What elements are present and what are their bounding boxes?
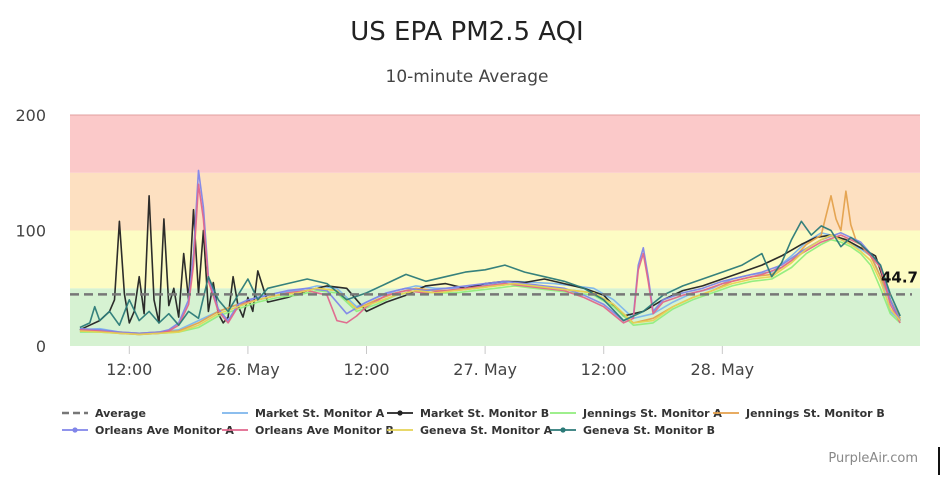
- y-tick-label: 100: [15, 222, 46, 241]
- legend[interactable]: Average Market St. Monitor A Market St. Mo…: [62, 407, 885, 437]
- series-lines: [79, 169, 901, 336]
- legend-label: Market St. Monitor B: [420, 407, 549, 420]
- chart-title: US EPA PM2.5 AQI: [350, 17, 583, 47]
- x-tick-label: 12:00: [106, 360, 152, 379]
- series-line-2: [79, 238, 901, 336]
- x-tick-label: 12:00: [343, 360, 389, 379]
- credits-link[interactable]: PurpleAir.com: [828, 451, 918, 466]
- legend-item[interactable]: Geneva St. Monitor A: [387, 424, 553, 437]
- legend-item[interactable]: Market St. Monitor A: [222, 407, 385, 420]
- y-tick-label: 0: [36, 337, 46, 356]
- legend-item[interactable]: Jennings St. Monitor B: [713, 407, 885, 420]
- legend-label: Geneva St. Monitor B: [583, 424, 715, 437]
- legend-marker: [560, 427, 566, 433]
- legend-item[interactable]: Average: [62, 407, 146, 420]
- x-axis: 12:00 26. May 12:00 27. May 12:00 28. May: [106, 346, 754, 379]
- legend-label: Geneva St. Monitor A: [420, 424, 553, 437]
- legend-label: Jennings St. Monitor A: [582, 407, 722, 420]
- legend-item[interactable]: Orleans Ave Monitor A: [62, 424, 234, 437]
- x-tick-label: 26. May: [216, 360, 280, 379]
- legend-marker: [72, 427, 78, 433]
- aqi-band-3: [70, 115, 920, 173]
- average-line: 44.7: [70, 268, 918, 296]
- legend-item[interactable]: Orleans Ave Monitor B: [222, 424, 394, 437]
- aqi-bands: [70, 114, 920, 346]
- average-value-label: 44.7: [881, 268, 918, 286]
- aqi-band-1: [70, 230, 920, 289]
- series-line-4: [79, 169, 901, 335]
- series-line-1: [79, 195, 901, 331]
- chart-subtitle: 10-minute Average: [386, 67, 549, 87]
- series-line-5: [79, 183, 901, 336]
- legend-item[interactable]: Jennings St. Monitor A: [550, 407, 722, 420]
- x-tick-label: 12:00: [581, 360, 627, 379]
- series-line-7: [79, 220, 901, 329]
- aqi-band-2: [70, 172, 920, 231]
- x-tick-label: 27. May: [453, 360, 517, 379]
- legend-label: Orleans Ave Monitor B: [255, 424, 394, 437]
- y-axis: 0 100 200: [15, 106, 46, 356]
- legend-label: Orleans Ave Monitor A: [95, 424, 234, 437]
- x-tick-label: 28. May: [691, 360, 755, 379]
- legend-item[interactable]: Geneva St. Monitor B: [550, 424, 715, 437]
- scroll-handle: [938, 447, 940, 475]
- legend-item[interactable]: Market St. Monitor B: [387, 407, 549, 420]
- y-tick-label: 200: [15, 106, 46, 125]
- legend-marker: [397, 410, 403, 416]
- legend-label: Jennings St. Monitor B: [745, 407, 885, 420]
- legend-label: Market St. Monitor A: [255, 407, 385, 420]
- series-line-6: [79, 234, 901, 336]
- legend-label: Average: [95, 407, 146, 420]
